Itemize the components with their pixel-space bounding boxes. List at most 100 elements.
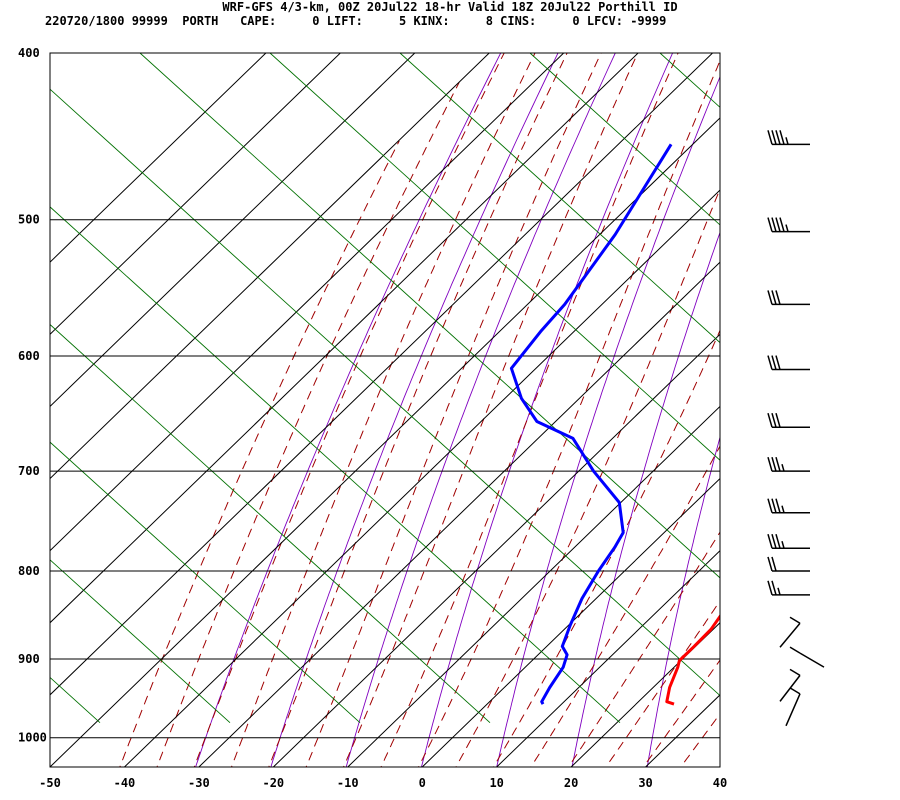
isotherm [496, 549, 720, 767]
barb-flag [789, 646, 801, 654]
x-tick-label: 20 [564, 776, 578, 790]
moist-adiabat [119, 140, 400, 767]
moist-adiabat [492, 329, 720, 767]
x-tick-label: -30 [188, 776, 210, 790]
barb-flag [771, 412, 777, 428]
x-tick-label: 10 [489, 776, 503, 790]
barb-flag [767, 355, 773, 370]
barb-flag [779, 217, 785, 232]
isotherm [198, 261, 720, 767]
chart-title: WRF-GFS 4/3-km, 00Z 20Jul22 18-hr Valid … [222, 0, 678, 14]
isotherm [50, 53, 341, 335]
sounding-stats: 220720/1800 99999 PORTH CAPE: 0 LIFT: 5 … [45, 14, 667, 28]
barb-flag [779, 130, 785, 145]
barb-flag [781, 463, 785, 472]
y-tick-label: 800 [18, 564, 40, 578]
temperature-trace [665, 613, 720, 706]
x-tick-label: 0 [419, 776, 426, 790]
barb-flag [775, 290, 781, 305]
dry-adiabat [722, 34, 900, 774]
barb-flag [775, 533, 781, 549]
barb-flag [781, 540, 785, 549]
mixing-ratio-line [790, 53, 900, 723]
barb-flag [771, 130, 777, 145]
mixing-ratio-line [50, 559, 231, 724]
barb-flag [771, 580, 777, 596]
isotherm [50, 53, 416, 408]
wind-barb [767, 290, 810, 306]
barb-flag [767, 533, 773, 549]
barb-flag [771, 556, 777, 572]
barb-flag [785, 224, 789, 232]
barb-flag [775, 355, 781, 370]
isotherm [124, 189, 720, 767]
mixing-ratio-line [139, 53, 720, 579]
dry-adiabat [496, 75, 720, 767]
mixing-ratio-line [50, 441, 361, 724]
dry-adiabat [646, 435, 720, 767]
y-tick-label: 900 [18, 652, 40, 666]
mixing-ratio-line [269, 53, 720, 461]
mixing-ratio-line [50, 88, 720, 697]
y-tick-label: 500 [18, 213, 40, 227]
dry-adiabat [195, 53, 502, 767]
barb-flag [789, 687, 801, 695]
axis-tick-labels: 400 500 600 700 800 900 1000 -50 -40 -30 -20 -10 0 10… [18, 46, 727, 790]
isotherm [50, 117, 720, 767]
moist-adiabat [342, 53, 639, 767]
barb-flag [775, 412, 781, 428]
moist-adiabat [717, 763, 720, 767]
wind-barb [767, 130, 810, 146]
barb-flag [771, 533, 777, 549]
barb-flag [767, 290, 773, 305]
dry-adiabat [571, 231, 720, 767]
moist-adiabat [567, 531, 720, 767]
mixing-ratio-line [399, 53, 720, 344]
barb-staff [799, 652, 825, 668]
dry-adiabat [797, 34, 900, 774]
wind-barb [767, 498, 810, 514]
barb-flag [767, 217, 773, 232]
barb-flag [789, 616, 801, 624]
y-tick-label: 600 [18, 349, 40, 363]
barb-flag [771, 456, 777, 472]
wind-barb [779, 668, 801, 702]
moist-adiabat [680, 713, 720, 767]
barb-flag [771, 290, 777, 305]
wind-barb [767, 580, 810, 596]
wind-barb [779, 616, 801, 648]
mixing-ratio-line [529, 53, 720, 226]
x-tick-label: -50 [39, 776, 61, 790]
isotherm [570, 622, 720, 767]
x-tick-label: 40 [713, 776, 727, 790]
grid [50, 52, 720, 739]
barb-flag [775, 217, 781, 232]
mixing-ratio-line [50, 323, 491, 724]
sounding-traces [509, 143, 720, 706]
barb-staff [779, 622, 801, 648]
wind-barb [767, 217, 810, 233]
isotherm [50, 53, 267, 263]
wind-barb [785, 687, 801, 727]
isotherm [421, 477, 720, 767]
barb-flag [771, 498, 777, 513]
barb-flag [767, 580, 773, 596]
wind-barb [767, 556, 810, 572]
mixing-ratio-line [659, 53, 720, 108]
plot-frame [49, 52, 721, 768]
barb-flag [785, 137, 789, 145]
barb-flag [775, 498, 781, 513]
x-tick-label: 30 [638, 776, 652, 790]
moist-adiabat [305, 53, 602, 767]
barb-flag [771, 355, 777, 370]
y-tick-label: 700 [18, 464, 40, 478]
dry-adiabat [270, 53, 559, 767]
isotherm [50, 53, 490, 480]
barb-flag [767, 456, 773, 472]
mixing-ratio-line [50, 206, 621, 724]
wind-barb [767, 456, 810, 472]
dry-adiabat [345, 53, 616, 767]
barb-flag [767, 498, 773, 513]
isotherm [50, 53, 565, 552]
